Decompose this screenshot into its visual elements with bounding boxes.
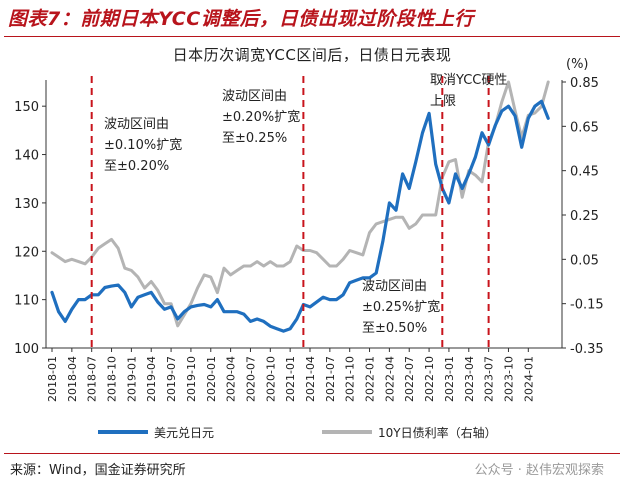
x-tick-label: 2019-07 bbox=[165, 356, 178, 402]
event-annotation: 取消YCC硬性 bbox=[430, 73, 507, 88]
x-axis: 2018-01 2018-04 2018-07 2018-10 2019-01 2019-… bbox=[46, 348, 535, 402]
left-tick-label: 140 bbox=[14, 149, 39, 164]
annotations: 波动区间由 ±0.10%扩宽至±0.20% 波动区间由 ±0.20%扩宽至±0.25%… bbox=[104, 73, 507, 336]
legend: 美元兑日元 10Y日债利率（右轴） bbox=[98, 425, 497, 440]
x-tick-label: 2023-10 bbox=[502, 356, 515, 402]
x-tick-label: 2020-04 bbox=[225, 356, 238, 402]
legend-label-usdjpy: 美元兑日元 bbox=[154, 426, 214, 440]
event-annotation: 上限 bbox=[430, 94, 456, 109]
right-tick-label: 0.45 bbox=[570, 165, 599, 180]
chart-title: 日本历次调宽YCC区间后，日债日元表现 bbox=[172, 46, 452, 64]
left-tick-label: 120 bbox=[14, 245, 39, 260]
x-tick-label: 2021-01 bbox=[284, 356, 297, 402]
x-tick-label: 2019-01 bbox=[125, 356, 138, 402]
x-tick-label: 2023-07 bbox=[483, 356, 496, 402]
right-tick-label: 0.25 bbox=[570, 209, 599, 224]
left-tick-label: 150 bbox=[14, 100, 39, 115]
source-note: 来源：Wind，国金证券研究所 bbox=[10, 463, 186, 478]
x-tick-label: 2021-04 bbox=[304, 356, 317, 402]
right-tick-label: 0.65 bbox=[570, 120, 599, 135]
x-tick-label: 2018-10 bbox=[106, 356, 119, 402]
x-tick-label: 2018-07 bbox=[86, 356, 99, 402]
series-group bbox=[50, 80, 550, 333]
top-rule bbox=[4, 36, 620, 37]
bottom-rule bbox=[4, 453, 620, 454]
x-tick-label: 2020-10 bbox=[264, 356, 277, 402]
right-tick-label: 0.05 bbox=[570, 253, 599, 268]
x-tick-label: 2024-01 bbox=[522, 356, 535, 402]
event-annotation: 至±0.20% bbox=[104, 159, 169, 174]
figure-title: 图表7：前期日本YCC调整后，日债出现过阶段性上行 bbox=[8, 8, 474, 30]
left-tick-label: 110 bbox=[14, 294, 39, 309]
series-line-0 bbox=[50, 99, 550, 333]
x-tick-label: 2022-10 bbox=[423, 356, 436, 402]
event-annotation: ±0.10%扩宽 bbox=[104, 137, 182, 153]
left-tick-label: 100 bbox=[14, 342, 39, 357]
x-tick-label: 2023-01 bbox=[443, 356, 456, 402]
event-annotation: 至±0.25% bbox=[222, 131, 287, 146]
x-tick-label: 2019-04 bbox=[145, 356, 158, 402]
x-tick-label: 2018-04 bbox=[66, 356, 79, 402]
right-axis-unit: (%) bbox=[566, 57, 589, 72]
event-annotation: 波动区间由 bbox=[362, 279, 427, 294]
event-annotation: 至±0.50% bbox=[362, 321, 427, 336]
x-tick-label: 2021-07 bbox=[324, 356, 337, 402]
right-tick-label: -0.15 bbox=[570, 298, 604, 313]
x-tick-label: 2023-04 bbox=[463, 356, 476, 402]
x-tick-label: 2022-04 bbox=[383, 356, 396, 402]
event-annotation: ±0.25%扩宽 bbox=[362, 299, 440, 315]
x-tick-label: 2022-01 bbox=[364, 356, 377, 402]
event-annotation: 波动区间由 bbox=[104, 117, 169, 132]
left-tick-label: 130 bbox=[14, 197, 39, 212]
x-tick-label: 2022-07 bbox=[403, 356, 416, 402]
x-tick-label: 2021-10 bbox=[344, 356, 357, 402]
event-annotation: 波动区间由 bbox=[222, 89, 287, 104]
right-axis: 0.85 0.65 0.45 0.25 0.05 -0.15 -0.35 (%) bbox=[562, 57, 604, 357]
x-tick-label: 2020-07 bbox=[244, 356, 257, 402]
x-tick-label: 2019-10 bbox=[185, 356, 198, 402]
left-axis: 100 110 120 130 140 150 bbox=[14, 100, 46, 357]
watermark: 公众号 · 赵伟宏观探索 bbox=[474, 463, 604, 478]
legend-label-jgb: 10Y日债利率（右轴） bbox=[378, 425, 497, 440]
event-annotation: ±0.20%扩宽 bbox=[222, 109, 300, 125]
right-tick-label: 0.85 bbox=[570, 76, 599, 91]
event-lines bbox=[90, 76, 490, 348]
right-tick-label: -0.35 bbox=[570, 342, 604, 357]
x-tick-label: 2018-01 bbox=[46, 356, 59, 402]
x-tick-label: 2020-01 bbox=[205, 356, 218, 402]
